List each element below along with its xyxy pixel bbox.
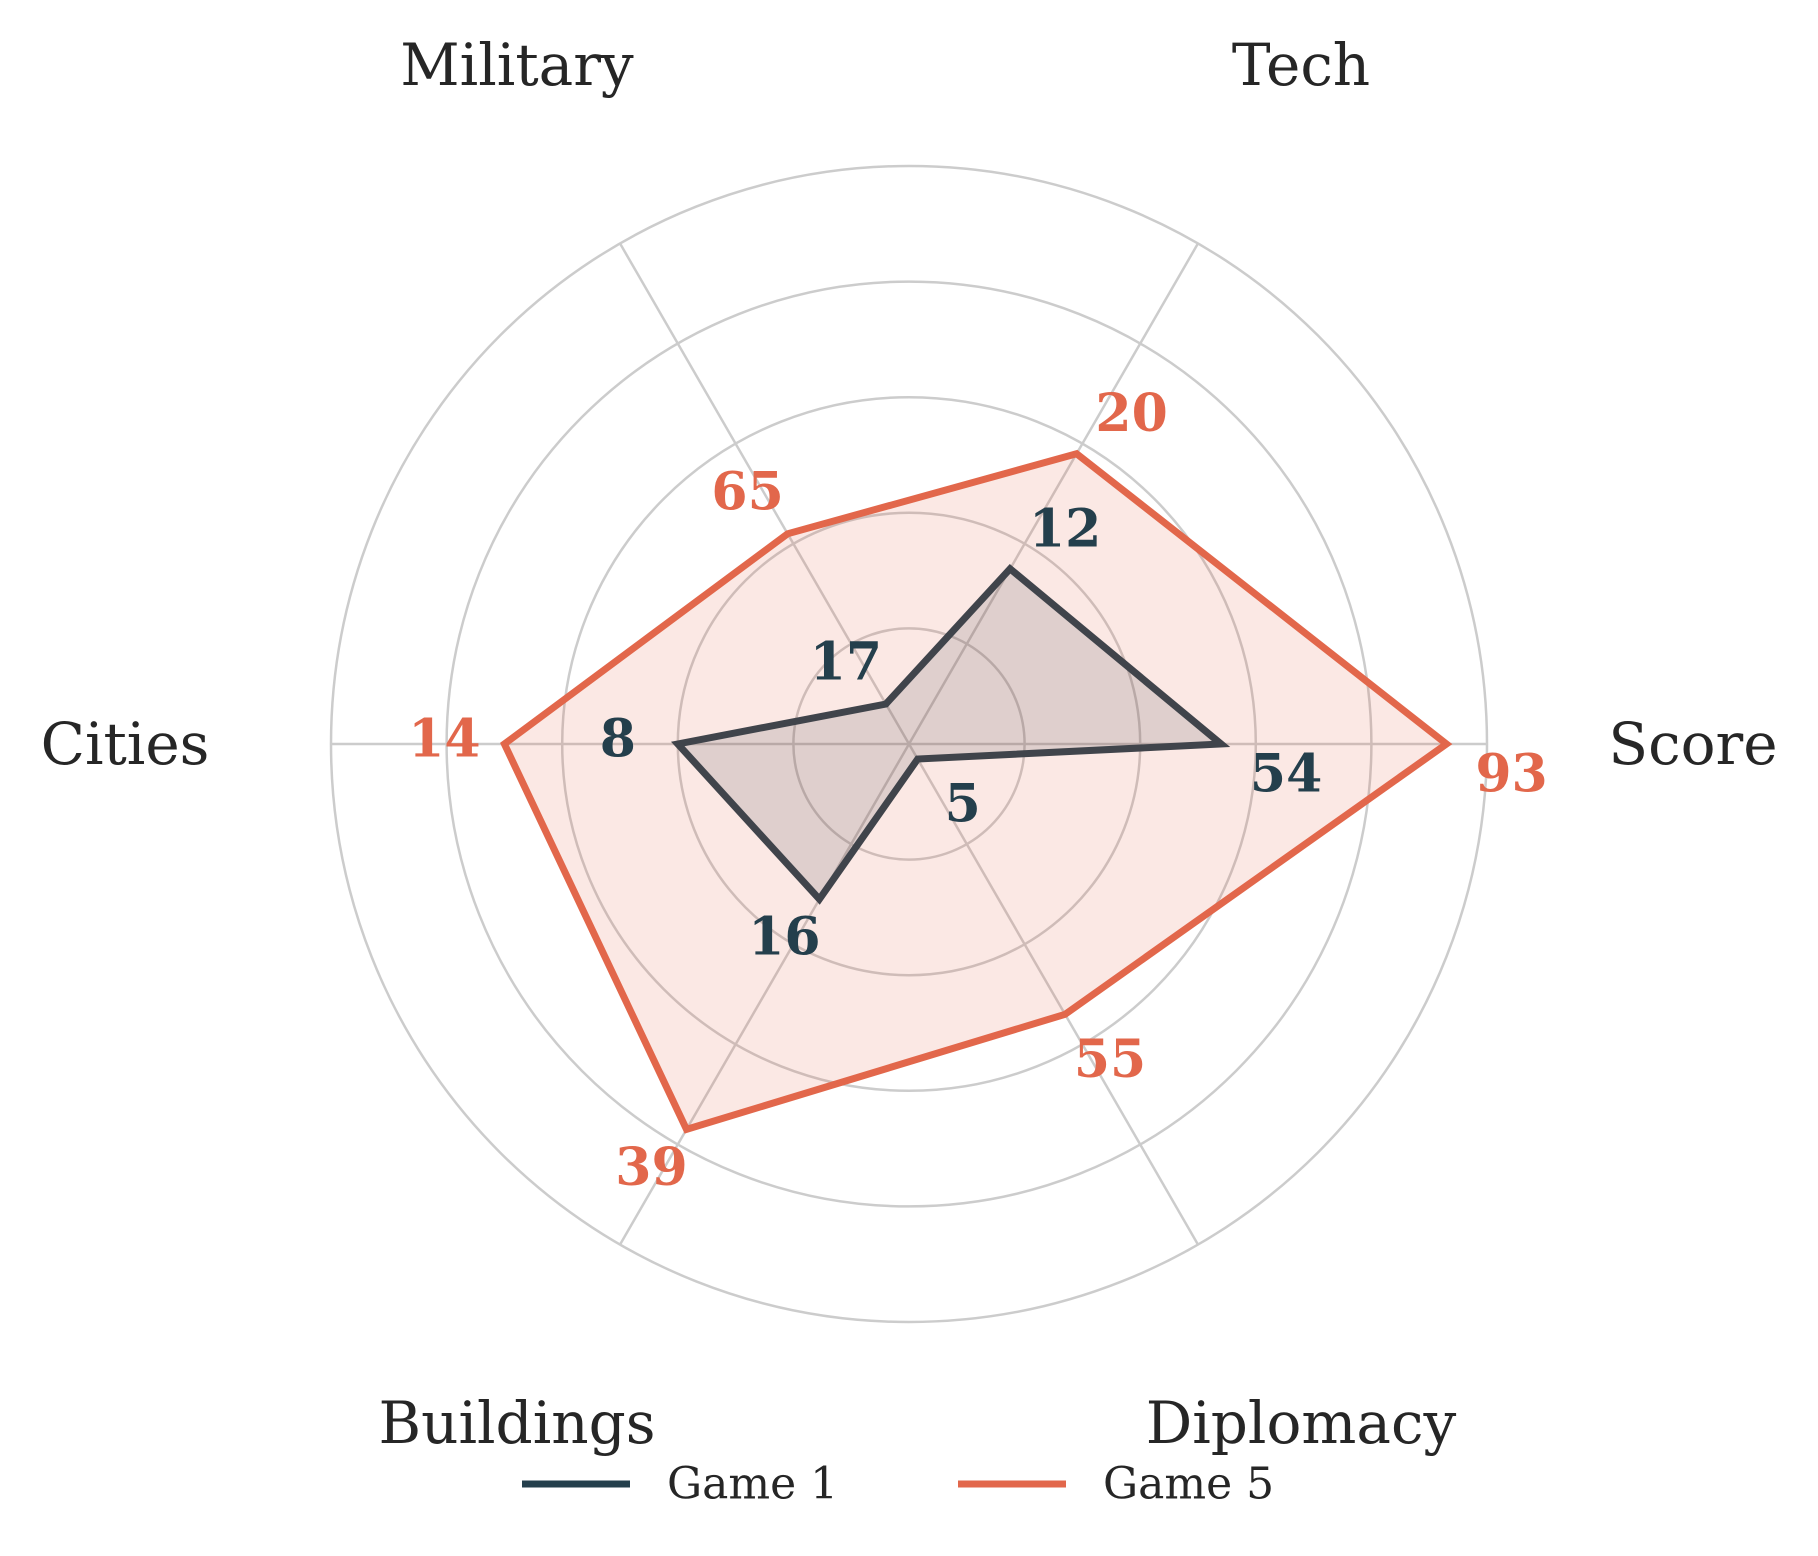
value-label-game-1-buildings: 16 <box>748 907 820 968</box>
series-layer <box>500 449 1453 1134</box>
axis-label-military: Military <box>400 31 634 99</box>
axis-label-buildings: Buildings <box>378 1389 655 1457</box>
value-label-game-5-cities: 14 <box>408 709 480 770</box>
spoke-diplomacy <box>907 743 1200 1246</box>
area-game-1 <box>677 568 1222 900</box>
axis-label-diplomacy: Diplomacy <box>1146 1389 1457 1457</box>
value-label-game-5-buildings: 39 <box>615 1137 687 1198</box>
value-label-game-5-military: 65 <box>711 461 783 522</box>
spoke-buildings <box>618 743 911 1246</box>
area-game-5 <box>504 453 1447 1130</box>
axis-label-score: Score <box>1608 710 1777 778</box>
legend-label-game-5: Game 5 <box>1103 1459 1274 1510</box>
value-label-game-1-diplomacy: 5 <box>945 774 981 835</box>
value-label-game-1-score: 54 <box>1250 744 1322 805</box>
value-label-game-1-military: 17 <box>810 631 882 692</box>
value-label-game-1-tech: 12 <box>1029 498 1101 559</box>
spoke-military <box>618 242 911 745</box>
value-label-game-5-score: 93 <box>1475 744 1547 805</box>
value-label-game-1-cities: 8 <box>600 709 636 770</box>
axis-labels: Score Tech Military Cities Buildings Diplomac… <box>41 31 1778 1457</box>
axis-label-cities: Cities <box>41 710 210 778</box>
radar-grid <box>329 164 1489 1324</box>
value-label-game-5-tech: 20 <box>1095 383 1167 444</box>
value-label-game-5-diplomacy: 55 <box>1074 1029 1146 1090</box>
legend: Game 1 Game 5 <box>522 1459 1274 1510</box>
value-labels: 54 12 17 8 16 5 93 20 65 14 39 55 <box>408 383 1548 1198</box>
axis-label-tech: Tech <box>1232 31 1370 99</box>
legend-label-game-1: Game 1 <box>667 1459 838 1510</box>
spoke-tech <box>907 242 1200 745</box>
